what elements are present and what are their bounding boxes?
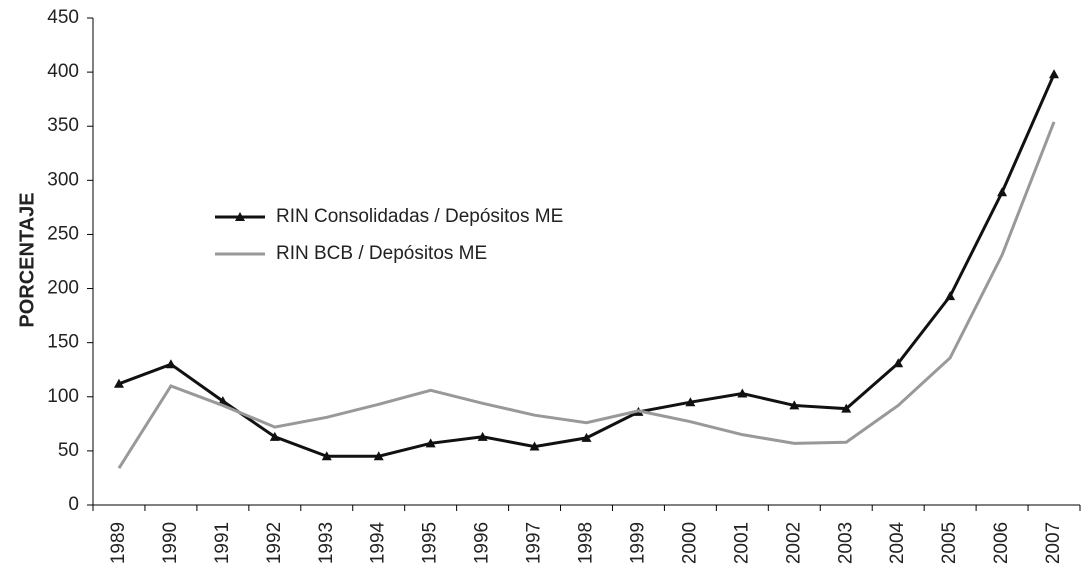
data-point: [893, 358, 904, 368]
data-point: [685, 397, 696, 407]
legend-label: RIN Consolidadas / Depósitos ME: [276, 206, 563, 227]
y-tick-label: 400: [47, 61, 79, 82]
data-point: [581, 432, 592, 442]
data-point: [789, 400, 800, 410]
data-point: [945, 291, 956, 301]
x-tick-label: 1995: [420, 522, 441, 564]
data-point: [113, 378, 124, 388]
x-tick-label: 2004: [887, 521, 908, 564]
data-point: [425, 438, 436, 448]
x-tick-label: 2005: [939, 522, 960, 564]
y-tick-label: 50: [58, 440, 79, 461]
x-tick-label: 1998: [576, 522, 597, 564]
data-point: [737, 388, 748, 398]
x-tick-label: 1996: [472, 522, 493, 564]
x-tick-label: 2003: [835, 522, 856, 564]
y-tick-label: 300: [47, 169, 79, 190]
data-point: [841, 403, 852, 413]
x-tick-label: 1999: [627, 522, 648, 564]
y-tick-label: 250: [47, 223, 79, 244]
legend-label: RIN BCB / Depósitos ME: [276, 243, 487, 264]
x-tick-label: 2001: [731, 522, 752, 564]
data-point: [217, 396, 228, 406]
legend-marker: [235, 212, 245, 221]
x-tick-label: 2002: [783, 522, 804, 564]
data-point: [165, 359, 176, 369]
x-tick-label: 1990: [160, 522, 181, 564]
x-tick-label: 1989: [108, 522, 129, 564]
data-point: [529, 441, 540, 451]
series-line: [118, 73, 1056, 458]
x-tick-label: 2007: [1043, 522, 1064, 564]
y-tick-label: 200: [47, 278, 79, 299]
x-tick-label: 1994: [368, 521, 389, 564]
series-line: [117, 121, 1056, 470]
data-point: [477, 431, 488, 441]
y-tick-label: 450: [47, 7, 79, 28]
y-axis-label: PORCENTAJE: [16, 192, 38, 327]
data-point: [321, 451, 332, 461]
data-point: [997, 187, 1008, 197]
y-tick-label: 350: [47, 115, 79, 136]
x-tick-label: 1997: [524, 522, 545, 564]
x-tick-label: 2000: [679, 522, 700, 564]
y-tick-label: 0: [68, 494, 79, 515]
y-tick-label: 100: [47, 386, 79, 407]
x-tick-label: 1991: [212, 522, 233, 564]
y-tick-label: 150: [47, 332, 79, 353]
data-point: [269, 431, 280, 441]
data-point: [1049, 69, 1060, 79]
x-tick-label: 1992: [264, 522, 285, 564]
x-tick-label: 1993: [316, 522, 337, 564]
data-point: [373, 451, 384, 461]
x-tick-label: 2006: [991, 522, 1012, 564]
